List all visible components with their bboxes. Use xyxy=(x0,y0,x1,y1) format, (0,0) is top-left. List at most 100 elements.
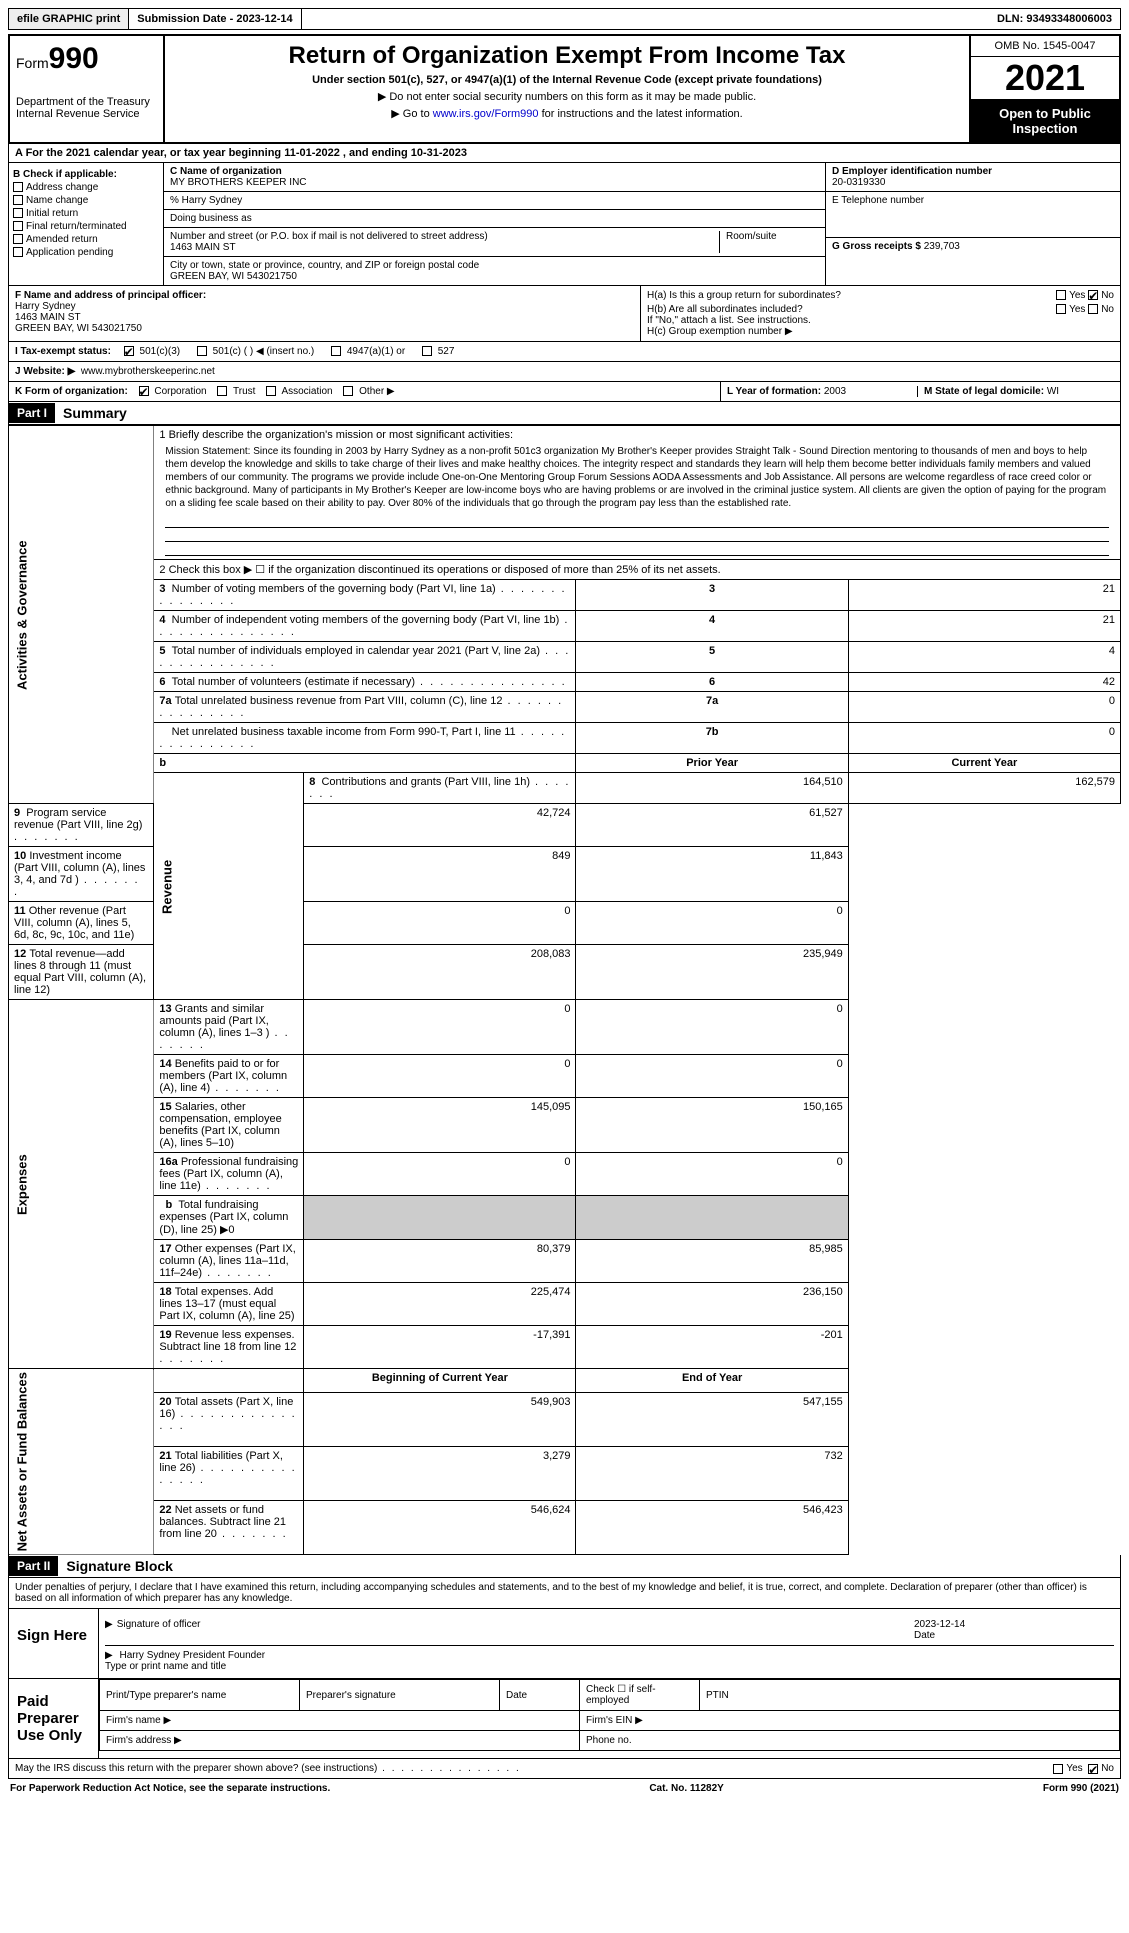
side-net-assets: Net Assets or Fund Balances xyxy=(9,1369,154,1555)
officer-name: Harry Sydney xyxy=(15,301,634,312)
hc-label: H(c) Group exemption number ▶ xyxy=(647,326,1114,337)
chk-other[interactable] xyxy=(343,386,353,396)
open-inspection: Open to Public Inspection xyxy=(971,100,1119,142)
top-bar: efile GRAPHIC print Submission Date - 20… xyxy=(8,8,1121,30)
officer-addr1: 1463 MAIN ST xyxy=(15,312,634,323)
discuss-label: May the IRS discuss this return with the… xyxy=(15,1763,521,1774)
firm-addr-label: Firm's address ▶ xyxy=(100,1731,580,1751)
prep-sig-label: Preparer's signature xyxy=(300,1680,500,1711)
chk-amended-return[interactable] xyxy=(13,234,23,244)
officer-name-title: Harry Sydney President Founder xyxy=(119,1650,265,1661)
form-header: Form990 Department of the Treasury Inter… xyxy=(8,34,1121,144)
efile-print-button[interactable]: efile GRAPHIC print xyxy=(9,9,129,29)
room-suite-label: Room/suite xyxy=(719,231,819,253)
ein-value: 20-0319330 xyxy=(832,177,1114,188)
chk-name-change[interactable] xyxy=(13,195,23,205)
ptin-label: PTIN xyxy=(700,1680,1120,1711)
chk-final-return[interactable] xyxy=(13,221,23,231)
discuss-yes[interactable] xyxy=(1053,1764,1063,1774)
gross-receipts-value: 239,703 xyxy=(924,241,960,252)
instruction-ssn: ▶ Do not enter social security numbers o… xyxy=(171,90,963,103)
cat-no: Cat. No. 11282Y xyxy=(649,1783,723,1794)
tax-year: 2021 xyxy=(971,57,1119,100)
chk-527[interactable] xyxy=(422,346,432,356)
tax-exempt-label: I Tax-exempt status: xyxy=(15,346,111,357)
form-subtitle: Under section 501(c), 527, or 4947(a)(1)… xyxy=(171,74,963,86)
chk-association[interactable] xyxy=(266,386,276,396)
state-domicile-label: M State of legal domicile: xyxy=(924,386,1044,397)
sig-officer-label: Signature of officer xyxy=(117,1619,914,1641)
row-a-tax-year: A For the 2021 calendar year, or tax yea… xyxy=(8,144,1121,163)
prep-date-label: Date xyxy=(500,1680,580,1711)
dba-label: Doing business as xyxy=(164,210,825,228)
form-number: Form990 xyxy=(16,42,157,76)
website-value: www.mybrotherskeeperinc.net xyxy=(81,366,215,377)
perjury-declaration: Under penalties of perjury, I declare th… xyxy=(9,1578,1120,1608)
street-value: 1463 MAIN ST xyxy=(170,242,719,253)
part2-tag: Part II xyxy=(9,1556,58,1576)
paid-preparer-label: Paid Preparer Use Only xyxy=(9,1679,99,1758)
chk-501c[interactable] xyxy=(197,346,207,356)
prep-name-label: Print/Type preparer's name xyxy=(100,1680,300,1711)
firm-ein-label: Firm's EIN ▶ xyxy=(580,1711,1120,1731)
dln: DLN: 93493348006003 xyxy=(989,9,1120,29)
sig-date-label: Date xyxy=(914,1630,935,1641)
section-b-checkboxes: B Check if applicable: Address change Na… xyxy=(9,163,164,285)
chk-501c3[interactable] xyxy=(124,346,134,356)
year-formation-label: L Year of formation: xyxy=(727,386,821,397)
chk-trust[interactable] xyxy=(217,386,227,396)
instruction-link: ▶ Go to www.irs.gov/Form990 for instruct… xyxy=(171,107,963,120)
submission-date: Submission Date - 2023-12-14 xyxy=(129,9,301,29)
ein-label: D Employer identification number xyxy=(832,166,1114,177)
officer-addr2: GREEN BAY, WI 543021750 xyxy=(15,323,634,334)
ha-yes[interactable] xyxy=(1056,290,1066,300)
org-name: MY BROTHERS KEEPER INC xyxy=(170,177,819,188)
chk-4947[interactable] xyxy=(331,346,341,356)
discuss-no[interactable] xyxy=(1088,1764,1098,1774)
hb-note: If "No," attach a list. See instructions… xyxy=(647,315,1114,326)
irs-link[interactable]: www.irs.gov/Form990 xyxy=(433,108,539,120)
hb-no[interactable] xyxy=(1088,304,1098,314)
line1-label: 1 Briefly describe the organization's mi… xyxy=(159,429,1115,441)
chk-address-change[interactable] xyxy=(13,182,23,192)
summary-table: Activities & Governance 1 Briefly descri… xyxy=(8,425,1121,1555)
omb-number: OMB No. 1545-0047 xyxy=(971,36,1119,57)
street-label: Number and street (or P.O. box if mail i… xyxy=(170,231,719,242)
side-revenue: Revenue xyxy=(154,773,304,1000)
form-ref: Form 990 (2021) xyxy=(1043,1783,1119,1794)
ha-no[interactable] xyxy=(1088,290,1098,300)
ha-label: H(a) Is this a group return for subordin… xyxy=(647,290,841,301)
chk-corporation[interactable] xyxy=(139,386,149,396)
side-activities-governance: Activities & Governance xyxy=(9,426,154,804)
phone-label: Phone no. xyxy=(580,1731,1120,1751)
state-domicile-value: WI xyxy=(1047,386,1059,397)
part1-title: Summary xyxy=(55,402,135,424)
hb-yes[interactable] xyxy=(1056,304,1066,314)
hb-label: H(b) Are all subordinates included? xyxy=(647,304,803,315)
care-of: % Harry Sydney xyxy=(164,192,825,210)
officer-label: F Name and address of principal officer: xyxy=(15,290,634,301)
prep-self-employed: Check ☐ if self-employed xyxy=(580,1680,700,1711)
gross-receipts-label: G Gross receipts $ xyxy=(832,241,921,252)
city-label: City or town, state or province, country… xyxy=(170,260,819,271)
firm-name-label: Firm's name ▶ xyxy=(100,1711,580,1731)
year-formation-value: 2003 xyxy=(824,386,846,397)
part2-title: Signature Block xyxy=(58,1555,181,1577)
part1-tag: Part I xyxy=(9,403,55,423)
org-name-label: C Name of organization xyxy=(170,166,819,177)
line2: 2 Check this box ▶ ☐ if the organization… xyxy=(154,560,1121,580)
telephone-label: E Telephone number xyxy=(832,195,1114,206)
paperwork-notice: For Paperwork Reduction Act Notice, see … xyxy=(10,1783,330,1794)
form-title: Return of Organization Exempt From Incom… xyxy=(171,42,963,70)
mission-statement: Mission Statement: Since its founding in… xyxy=(159,441,1115,514)
chk-application-pending[interactable] xyxy=(13,247,23,257)
chk-initial-return[interactable] xyxy=(13,208,23,218)
city-value: GREEN BAY, WI 543021750 xyxy=(170,271,819,282)
sign-here-label: Sign Here xyxy=(9,1609,99,1678)
side-expenses: Expenses xyxy=(9,1000,154,1369)
website-label: J Website: ▶ xyxy=(15,366,75,377)
form-org-label: K Form of organization: xyxy=(15,386,128,397)
type-name-label: Type or print name and title xyxy=(105,1661,226,1672)
page-footer: For Paperwork Reduction Act Notice, see … xyxy=(8,1779,1121,1798)
department-label: Department of the Treasury Internal Reve… xyxy=(16,96,157,120)
